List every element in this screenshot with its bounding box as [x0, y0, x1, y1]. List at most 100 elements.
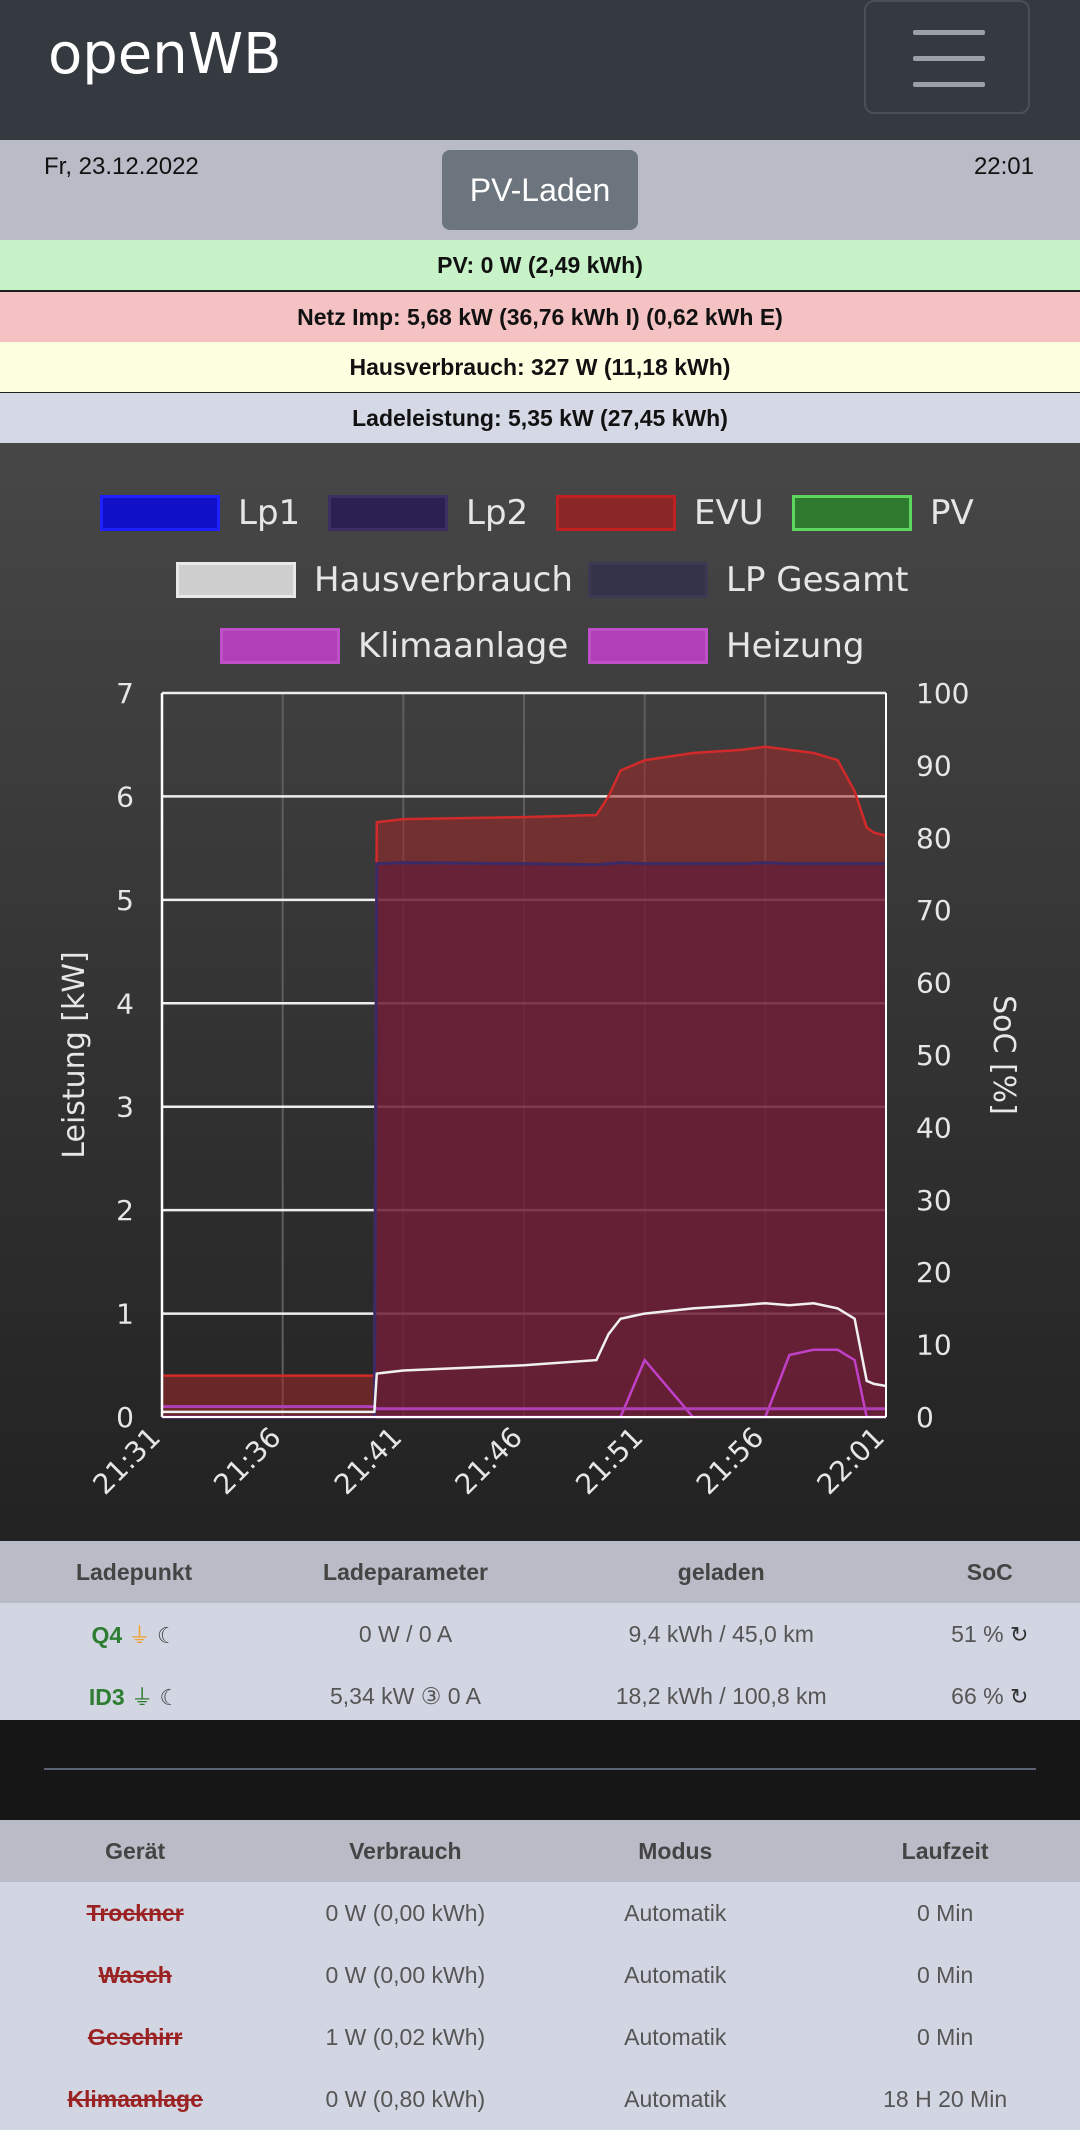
y-tick-label: 5	[116, 884, 134, 917]
y-tick-label: 4	[116, 987, 134, 1020]
y-tick-label: 0	[116, 1401, 134, 1434]
col-modus: Modus	[540, 1820, 811, 1882]
y2-tick-label: 70	[916, 894, 952, 927]
lp-charged: 18,2 kWh / 100,8 km	[542, 1665, 900, 1727]
lp-name-cell[interactable]: ID3 ⏚ ☾	[0, 1665, 269, 1727]
legend-heizung[interactable]: Heizung	[588, 626, 864, 666]
lp-soc-cell[interactable]: 66 % ↻	[899, 1665, 1080, 1727]
y2-tick-label: 20	[916, 1256, 952, 1289]
lp-soc: 51 %	[951, 1620, 1004, 1647]
x-tick-label: 21:46	[449, 1421, 529, 1501]
refresh-icon[interactable]: ↻	[1009, 1683, 1029, 1709]
hamburger-icon	[913, 30, 985, 35]
lp-name-cell[interactable]: Q4 ⏚ ☾	[0, 1603, 269, 1665]
y2-tick-label: 50	[916, 1039, 952, 1072]
chart-area: Lp1 Lp2 EVU PV Hausverbrauch LP Gesamt K…	[0, 443, 1080, 1541]
device-name[interactable]: Geschirr	[87, 2023, 183, 2050]
x-tick-label: 22:01	[811, 1421, 891, 1501]
legend-lp-gesamt[interactable]: LP Gesamt	[588, 560, 909, 600]
y-axis-label: Leistung [kW]	[57, 951, 92, 1158]
y2-axis-label: SoC [%]	[986, 995, 1021, 1115]
plug-icon: ⏚	[128, 1623, 151, 1648]
legend-evu[interactable]: EVU	[556, 493, 764, 533]
col-verbrauch: Verbrauch	[270, 1820, 541, 1882]
moon-icon: ☾	[159, 1685, 180, 1710]
y-tick-label: 3	[116, 1091, 134, 1124]
legend-swatch	[588, 628, 708, 664]
y2-tick-label: 90	[916, 749, 952, 782]
navbar: openWB	[0, 0, 1080, 140]
date-label: Fr, 23.12.2022	[44, 153, 199, 180]
device-mode[interactable]: Automatik	[540, 2006, 811, 2068]
col-laufzeit: Laufzeit	[810, 1820, 1080, 1882]
device-runtime: 0 Min	[810, 1944, 1080, 2006]
legend-hausverbrauch[interactable]: Hausverbrauch	[176, 560, 573, 600]
table-header-row: Gerät Verbrauch Modus Laufzeit	[0, 1820, 1080, 1882]
device-mode[interactable]: Automatik	[540, 1944, 811, 2006]
legend-lp1[interactable]: Lp1	[100, 493, 300, 533]
y2-tick-label: 60	[916, 967, 952, 1000]
col-geraet: Gerät	[0, 1820, 271, 1882]
y-tick-label: 1	[116, 1298, 134, 1331]
device-mode[interactable]: Automatik	[540, 1882, 811, 1944]
table-row[interactable]: ID3 ⏚ ☾ 5,34 kW ③ 0 A 18,2 kWh / 100,8 k…	[0, 1665, 1080, 1727]
col-geladen: geladen	[542, 1541, 900, 1603]
plug-icon: ⏚	[131, 1685, 154, 1710]
lp-param: 0 W / 0 A	[268, 1603, 543, 1665]
legend-swatch	[792, 495, 912, 531]
y2-tick-label: 10	[916, 1329, 952, 1362]
device-name[interactable]: Wasch	[98, 1961, 172, 1988]
refresh-icon[interactable]: ↻	[1009, 1621, 1029, 1647]
legend-pv[interactable]: PV	[792, 493, 974, 533]
table-row[interactable]: Trockner 0 W (0,00 kWh) Automatik 0 Min	[0, 1882, 1080, 1944]
col-ladeparameter: Ladeparameter	[268, 1541, 543, 1603]
series-lp-gesamt-line	[162, 861, 886, 1419]
lp-soc: 66 %	[951, 1682, 1004, 1709]
series-lp-gesamt-area	[162, 862, 886, 1417]
brand-logo[interactable]: openWB	[48, 22, 282, 87]
lp-param: 5,34 kW ③ 0 A	[268, 1665, 543, 1727]
x-tick-label: 21:41	[328, 1421, 408, 1501]
legend-swatch	[176, 562, 296, 598]
chargepoint-table: Ladepunkt Ladeparameter geladen SoC Q4 ⏚…	[0, 1541, 1080, 1727]
legend-lp2[interactable]: Lp2	[328, 493, 528, 533]
col-ladepunkt: Ladepunkt	[0, 1541, 269, 1603]
table-header-row: Ladepunkt Ladeparameter geladen SoC	[0, 1541, 1080, 1603]
col-soc: SoC	[899, 1541, 1080, 1603]
table-row[interactable]: Wasch 0 W (0,00 kWh) Automatik 0 Min	[0, 1944, 1080, 2006]
lp-name[interactable]: Q4	[91, 1622, 123, 1648]
charge-mode-button[interactable]: PV-Laden	[442, 150, 638, 230]
device-usage: 0 W (0,80 kWh)	[270, 2068, 541, 2130]
legend-klimaanlage[interactable]: Klimaanlage	[220, 626, 568, 666]
house-status: Hausverbrauch: 327 W (11,18 kWh)	[0, 342, 1080, 392]
y2-tick-label: 40	[916, 1111, 952, 1144]
device-name[interactable]: Trockner	[86, 1899, 184, 1926]
divider	[44, 1768, 1036, 1770]
y2-tick-label: 30	[916, 1184, 952, 1217]
legend-label: Klimaanlage	[358, 626, 569, 666]
legend-swatch	[328, 495, 448, 531]
legend-label: PV	[930, 493, 974, 533]
x-tick-label: 21:56	[690, 1421, 770, 1501]
table-row[interactable]: Klimaanlage 0 W (0,80 kWh) Automatik 18 …	[0, 2068, 1080, 2130]
moon-icon: ☾	[156, 1623, 177, 1648]
device-runtime: 0 Min	[810, 1882, 1080, 1944]
x-tick-label: 21:51	[569, 1421, 649, 1501]
menu-button[interactable]	[864, 0, 1030, 114]
device-usage: 1 W (0,02 kWh)	[270, 2006, 541, 2068]
y2-tick-label: 80	[916, 822, 952, 855]
device-mode[interactable]: Automatik	[540, 2068, 811, 2130]
series-evu-line	[162, 745, 887, 1377]
legend-label: Lp1	[238, 493, 301, 533]
legend-label: Lp2	[466, 493, 529, 533]
y-tick-label: 7	[116, 677, 134, 710]
lp-name[interactable]: ID3	[88, 1684, 125, 1710]
device-name[interactable]: Klimaanlage	[67, 2085, 203, 2112]
table-row[interactable]: Q4 ⏚ ☾ 0 W / 0 A 9,4 kWh / 45,0 km 51 % …	[0, 1603, 1080, 1665]
y-tick-label: 2	[116, 1194, 134, 1227]
lp-soc-cell[interactable]: 51 % ↻	[899, 1603, 1080, 1665]
legend-label: Heizung	[726, 626, 865, 666]
lp-charged: 9,4 kWh / 45,0 km	[542, 1603, 900, 1665]
table-row[interactable]: Geschirr 1 W (0,02 kWh) Automatik 0 Min	[0, 2006, 1080, 2068]
device-runtime: 0 Min	[810, 2006, 1080, 2068]
